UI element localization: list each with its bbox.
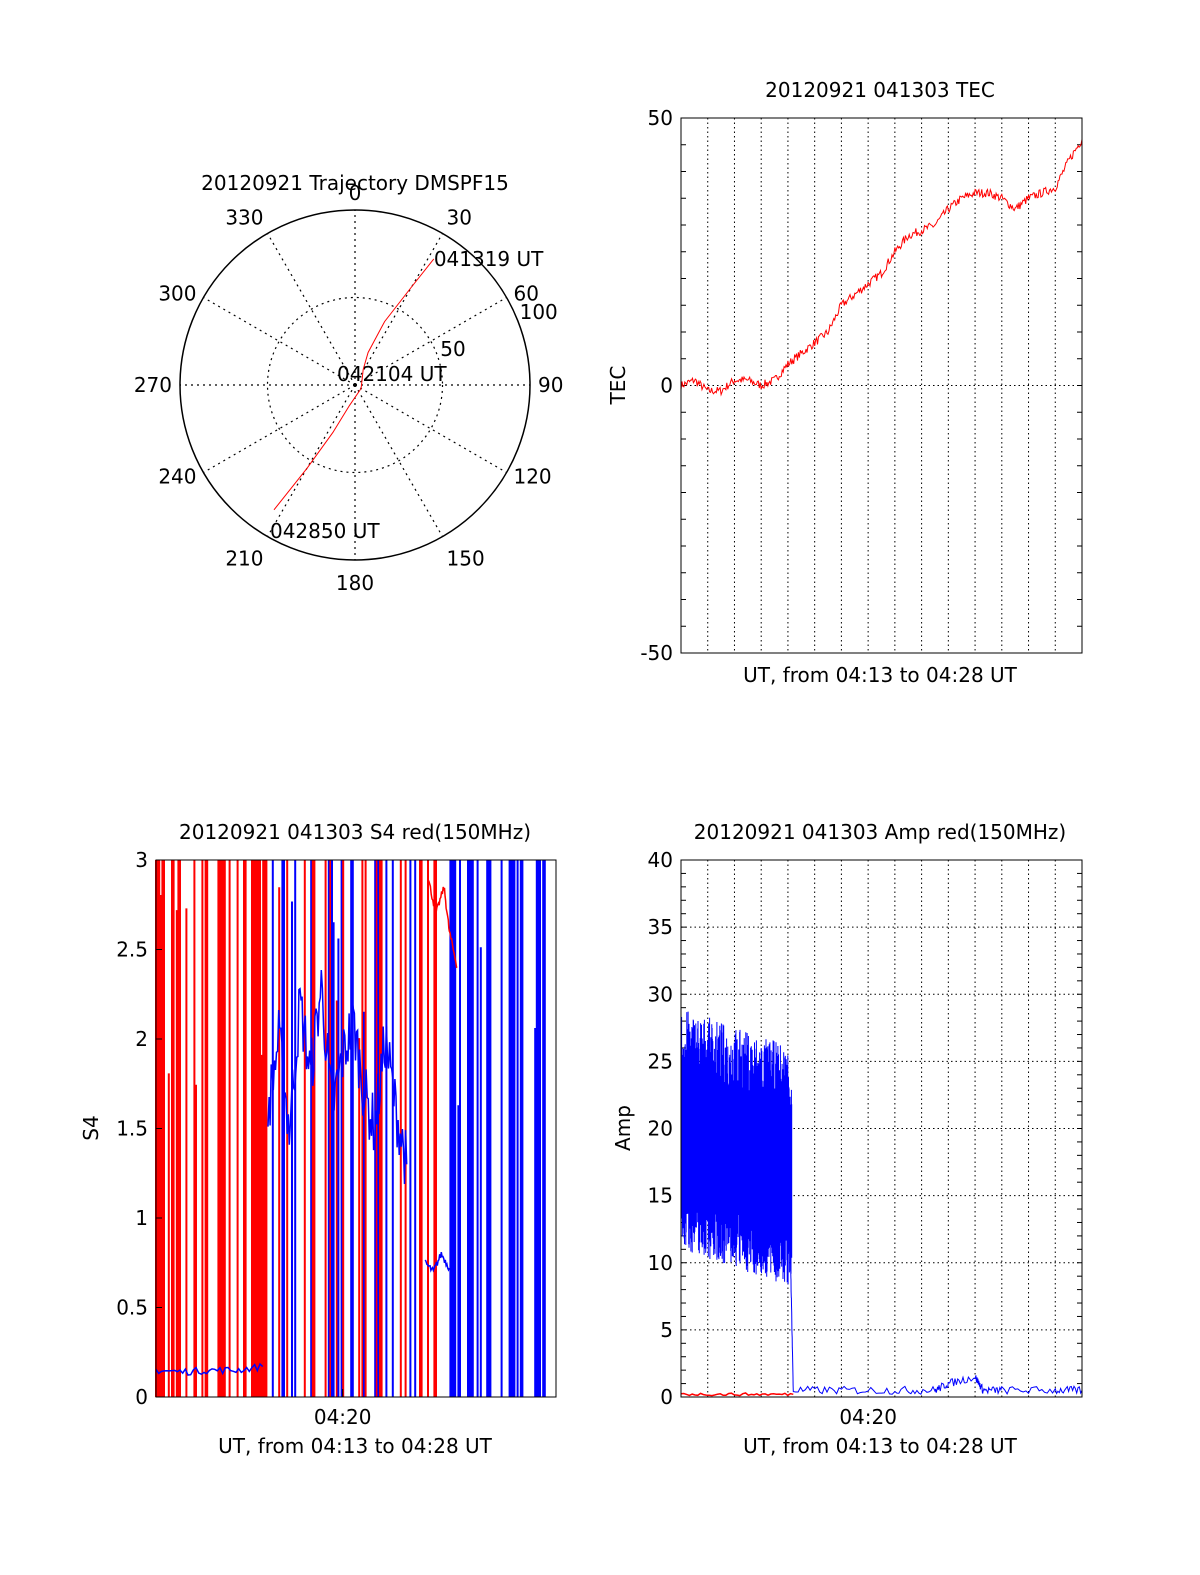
tec-ytick-label: 0 (660, 374, 673, 398)
s4-ytick-label: 3 (135, 848, 148, 872)
amp-ytick-label: 25 (648, 1049, 673, 1073)
polar-radial-label: 50 (440, 337, 465, 361)
amp-ytick-label: 0 (660, 1385, 673, 1409)
polar-radial-labels: 50 100 (440, 300, 557, 361)
tec-series (681, 139, 1082, 394)
s4-ytick-label: 0 (135, 1385, 148, 1409)
s4-frame (156, 860, 556, 1397)
s4-series (156, 880, 457, 1375)
polar-spoke (203, 298, 355, 386)
amp-xlabel: UT, from 04:13 to 04:28 UT (743, 1434, 1018, 1458)
figure: 20120921 Trajectory DMSPF15 0 30 60 90 120 15… (0, 0, 1200, 1575)
polar-angle-label: 150 (447, 546, 485, 570)
amp-ytick-label: 20 (648, 1117, 673, 1141)
s4-ytick-label: 1 (135, 1206, 148, 1230)
polar-trajectory-chart: 20120921 Trajectory DMSPF15 030609012015… (134, 171, 564, 595)
polar-angle-label: 0 (349, 181, 362, 205)
polar-angle-label: 180 (336, 571, 374, 595)
trajectory-start-label: 041319 UT (434, 247, 544, 271)
polar-angle-label: 90 (538, 373, 563, 397)
polar-angle-label: 330 (225, 206, 263, 230)
tec-xlabel: UT, from 04:13 to 04:28 UT (743, 663, 1018, 687)
polar-angle-label: 270 (134, 373, 172, 397)
s4-ytick-label: 1.5 (116, 1117, 148, 1141)
tec-tick-labels: 50 0 -50 (640, 106, 673, 665)
amp-ytick-label: 5 (660, 1318, 673, 1342)
s4-ylabel: S4 (79, 1115, 103, 1140)
s4-ytick-label: 2.5 (116, 938, 148, 962)
tec-chart: 20120921 041303 TEC UT, from 04:13 to 04… (606, 78, 1082, 687)
amp-ytick-label: 30 (648, 982, 673, 1006)
polar-spoke (355, 385, 507, 473)
polar-angle-label: 210 (225, 546, 263, 570)
amp-title: 20120921 041303 Amp red(150MHz) (694, 820, 1066, 844)
tec-ylabel: TEC (606, 366, 630, 406)
amp-ytick-label: 40 (648, 848, 673, 872)
s4-ytick-label: 0.5 (116, 1296, 148, 1320)
s4-chart: 20120921 041303 S4 red(150MHz) UT, from … (79, 820, 556, 1458)
polar-angle-label: 30 (447, 206, 472, 230)
s4-xtick-label: 04:20 (314, 1405, 372, 1429)
amp-chart: 20120921 041303 Amp red(150MHz) UT, from… (611, 820, 1082, 1458)
polar-radial-label: 100 (520, 300, 558, 324)
polar-angle-label: 240 (158, 465, 196, 489)
polar-angle-label: 300 (158, 282, 196, 306)
tec-title: 20120921 041303 TEC (765, 78, 995, 102)
polar-angle-label: 120 (513, 465, 551, 489)
amp-series (681, 1012, 1082, 1396)
s4-background-spikes (156, 860, 545, 1397)
amp-series-line (681, 1393, 793, 1396)
amp-xtick-label: 04:20 (839, 1405, 897, 1429)
s4-title: 20120921 041303 S4 red(150MHz) (179, 820, 531, 844)
amp-blue-band (681, 1012, 792, 1285)
tec-frame (681, 118, 1082, 653)
tec-ytick-label: 50 (648, 106, 673, 130)
amp-ylabel: Amp (611, 1105, 635, 1151)
s4-xlabel: UT, from 04:13 to 04:28 UT (218, 1434, 493, 1458)
tec-series-line (681, 139, 1082, 394)
figure-svg: 20120921 Trajectory DMSPF15 030609012015… (0, 0, 1200, 1575)
tec-ytick-label: -50 (640, 641, 673, 665)
trajectory-middle-label: 042104 UT (337, 362, 447, 386)
amp-ytick-label: 35 (648, 915, 673, 939)
trajectory-end-label: 042850 UT (270, 519, 380, 543)
s4-ytick-label: 2 (135, 1027, 148, 1051)
tec-grid (681, 118, 1082, 653)
polar-spoke (268, 385, 356, 537)
amp-ytick-label: 15 (648, 1184, 673, 1208)
amp-ytick-label: 10 (648, 1251, 673, 1275)
